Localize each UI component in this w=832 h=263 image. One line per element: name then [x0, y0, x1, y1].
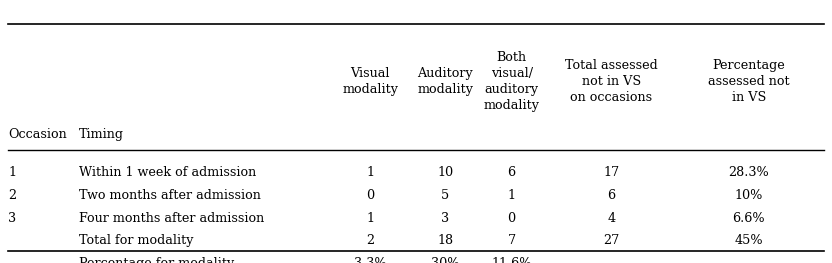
Text: Total assessed
not in VS
on occasions: Total assessed not in VS on occasions	[565, 59, 658, 104]
Text: 1: 1	[508, 189, 516, 202]
Text: 1: 1	[366, 166, 374, 179]
Text: 0: 0	[366, 189, 374, 202]
Text: 27: 27	[603, 234, 620, 247]
Text: 17: 17	[603, 166, 620, 179]
Text: 2: 2	[366, 234, 374, 247]
Text: 3.3%: 3.3%	[354, 257, 387, 263]
Text: Four months after admission: Four months after admission	[79, 211, 265, 225]
Text: 5: 5	[441, 189, 449, 202]
Text: 1: 1	[8, 166, 17, 179]
Text: Total for modality: Total for modality	[79, 234, 194, 247]
Text: Both
visual/
auditory
modality: Both visual/ auditory modality	[483, 51, 540, 112]
Text: Two months after admission: Two months after admission	[79, 189, 261, 202]
Text: 4: 4	[607, 211, 616, 225]
Text: 6: 6	[508, 166, 516, 179]
Text: 11.6%: 11.6%	[492, 257, 532, 263]
Text: Visual
modality: Visual modality	[342, 67, 399, 96]
Text: 6.6%: 6.6%	[732, 211, 765, 225]
Text: 30%: 30%	[431, 257, 459, 263]
Text: Timing: Timing	[79, 128, 124, 141]
Text: 10: 10	[437, 166, 453, 179]
Text: 6: 6	[607, 189, 616, 202]
Text: Percentage
assessed not
in VS: Percentage assessed not in VS	[708, 59, 790, 104]
Text: Percentage for modality: Percentage for modality	[79, 257, 235, 263]
Text: Occasion: Occasion	[8, 128, 67, 141]
Text: Within 1 week of admission: Within 1 week of admission	[79, 166, 256, 179]
Text: 28.3%: 28.3%	[729, 166, 769, 179]
Text: 18: 18	[437, 234, 453, 247]
Text: 45%: 45%	[735, 234, 763, 247]
Text: 10%: 10%	[735, 189, 763, 202]
Text: Auditory
modality: Auditory modality	[417, 67, 473, 96]
Text: 3: 3	[441, 211, 449, 225]
Text: 2: 2	[8, 189, 17, 202]
Text: 1: 1	[366, 211, 374, 225]
Text: 0: 0	[508, 211, 516, 225]
Text: 3: 3	[8, 211, 17, 225]
Text: 7: 7	[508, 234, 516, 247]
